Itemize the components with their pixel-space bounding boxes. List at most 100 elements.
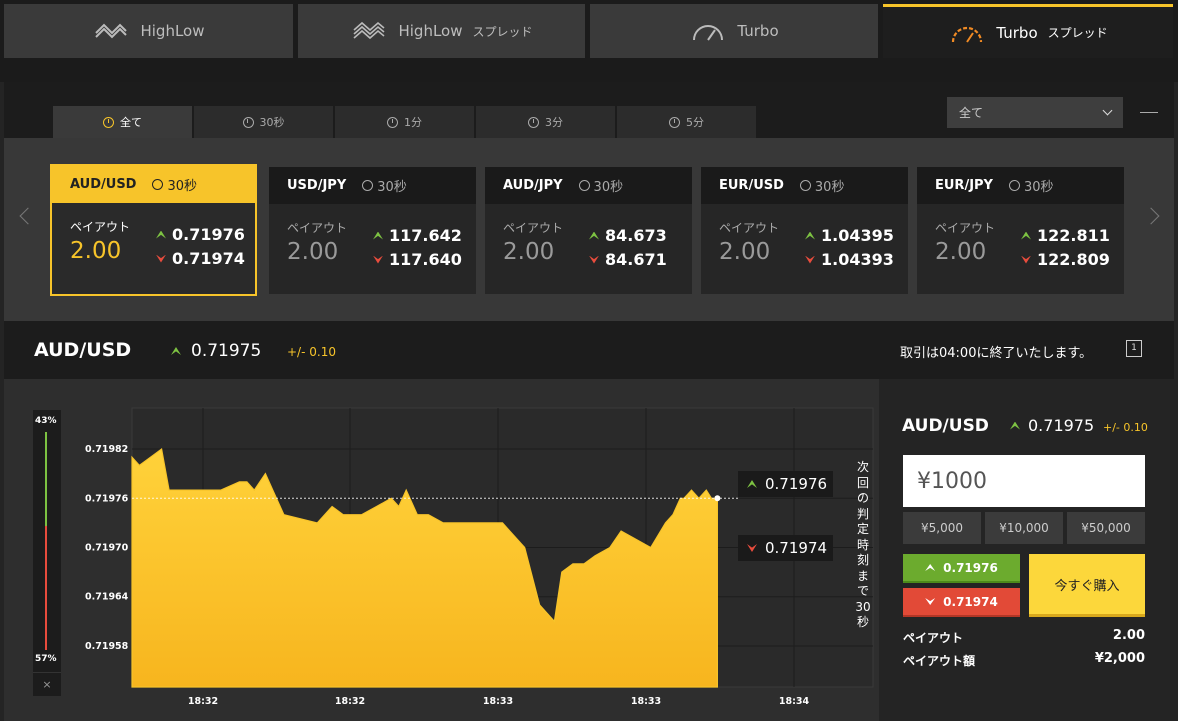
clock-icon <box>799 180 811 191</box>
x-tick-label: 18:32 <box>335 696 365 707</box>
card-duration-label: 30秒 <box>167 179 198 194</box>
next-judgement-countdown: 次回の判定時刻まで30秒 <box>855 460 871 629</box>
card-low-rate: 84.671 <box>589 250 667 269</box>
quick-amount-50000[interactable]: ¥50,000 <box>1067 512 1145 544</box>
clock-icon <box>578 180 590 191</box>
x-tick-label: 18:32 <box>188 696 218 707</box>
tab-label: HighLow <box>140 22 205 40</box>
investment-amount-input[interactable] <box>903 455 1145 507</box>
card-payout-label: ペイアウト <box>503 221 564 235</box>
down-arrow-icon <box>805 255 815 264</box>
clock-icon <box>152 179 164 190</box>
up-arrow-icon <box>805 231 815 240</box>
card-pair: EUR/USD <box>719 178 784 193</box>
card-header: EUR/JPY 30秒 <box>917 167 1124 204</box>
up-arrow-icon <box>373 231 383 240</box>
high-button-label: 0.71976 <box>943 560 998 575</box>
product-tabs: HighLow HighLow スプレッド Turbo Turbo スプレッド <box>0 0 1178 62</box>
tab-turbo-spread[interactable]: Turbo スプレッド <box>883 4 1173 58</box>
card-duration: 30秒 <box>578 176 623 195</box>
down-arrow-icon <box>156 254 166 263</box>
card-duration: 30秒 <box>152 175 197 194</box>
low-button[interactable]: 0.71974 <box>903 588 1020 617</box>
highlow-icon <box>95 23 128 39</box>
chart-low-label: 0.71974 <box>738 535 833 561</box>
duration-tab-label: 全て <box>120 116 142 129</box>
low-button-label: 0.71974 <box>943 594 998 609</box>
card-duration: 30秒 <box>1008 176 1054 195</box>
card-duration: 30秒 <box>362 176 407 195</box>
card-header: AUD/JPY 30秒 <box>485 167 692 204</box>
tab-label: Turbo <box>996 23 1038 42</box>
card-low-value: 84.671 <box>605 250 667 269</box>
collapse-icon[interactable] <box>1140 112 1158 113</box>
card-payout-value: 2.00 <box>287 239 339 265</box>
duration-tab-label: 30秒 <box>259 116 285 129</box>
trade-spread: +/- 0.10 <box>1103 421 1148 434</box>
close-icon[interactable]: × <box>33 672 61 696</box>
asset-card-audusd[interactable]: AUD/USD 30秒 ペイアウト 2.00 0.71976 0.71974 <box>50 164 257 296</box>
trade-close-message: 取引は04:00に終了いたします。 <box>900 346 1093 361</box>
trader-sentiment: 43% 57% × <box>33 410 61 696</box>
asset-card-eurjpy[interactable]: EUR/JPY 30秒 ペイアウト 2.00 122.811 122.809 <box>917 167 1124 294</box>
down-arrow-icon <box>373 255 383 264</box>
duration-tab-label: 5分 <box>686 116 704 129</box>
tab-suffix: スプレッド <box>1047 26 1108 40</box>
card-high-rate: 1.04395 <box>805 226 894 245</box>
sentiment-low-bar <box>45 526 47 650</box>
quick-amount-10000[interactable]: ¥10,000 <box>985 512 1063 544</box>
card-low-value: 117.640 <box>389 250 462 269</box>
asset-card-audjpy[interactable]: AUD/JPY 30秒 ペイアウト 2.00 84.673 84.671 <box>485 167 692 294</box>
sentiment-low-pct: 57% <box>35 654 57 664</box>
one-click-icon[interactable]: 1 <box>1126 340 1142 357</box>
asset-card-usdjpy[interactable]: USD/JPY 30秒 ペイアウト 2.00 117.642 117.640 <box>269 167 476 294</box>
up-arrow-icon <box>1010 421 1020 430</box>
clock-icon <box>528 116 539 128</box>
card-duration: 30秒 <box>799 176 845 195</box>
sentiment-high-pct: 43% <box>35 416 57 426</box>
tab-duration-1m[interactable]: 1分 <box>335 106 474 138</box>
high-button[interactable]: 0.71976 <box>903 554 1020 583</box>
asset-spread: +/- 0.10 <box>287 345 336 359</box>
tab-suffix: スプレッド <box>472 24 533 39</box>
tab-turbo[interactable]: Turbo <box>590 4 878 58</box>
card-payout-value: 2.00 <box>70 238 122 264</box>
tab-duration-5m[interactable]: 5分 <box>617 106 756 138</box>
card-high-rate: 0.71976 <box>156 225 245 244</box>
card-duration-label: 30秒 <box>1023 180 1054 195</box>
card-header: AUD/USD 30秒 <box>52 166 255 203</box>
tab-label: HighLow <box>398 22 463 40</box>
card-payout-value: 2.00 <box>935 239 987 265</box>
up-arrow-icon <box>589 231 599 240</box>
tab-duration-all[interactable]: 全て <box>53 106 192 138</box>
up-arrow-icon <box>171 347 181 355</box>
quick-amount-5000[interactable]: ¥5,000 <box>903 512 981 544</box>
chart-low-value: 0.71974 <box>765 539 828 557</box>
card-high-value: 117.642 <box>389 226 462 245</box>
card-pair: AUD/USD <box>70 177 137 192</box>
asset-filter-select[interactable]: 全て <box>947 97 1123 128</box>
y-tick-label: 0.71958 <box>85 641 129 652</box>
card-payout-value: 2.00 <box>719 239 771 265</box>
asset-rate: 0.71975 <box>171 341 261 361</box>
card-duration-label: 30秒 <box>377 180 407 195</box>
card-duration-label: 30秒 <box>814 180 845 195</box>
buy-now-button[interactable]: 今すぐ購入 <box>1029 554 1145 617</box>
card-payout-label: ペイアウト <box>719 221 780 235</box>
asset-card-eurusd[interactable]: EUR/USD 30秒 ペイアウト 2.00 1.04395 1.04393 <box>701 167 908 294</box>
chart-high-label: 0.71976 <box>738 471 833 497</box>
tab-duration-3m[interactable]: 3分 <box>476 106 615 138</box>
up-arrow-icon <box>747 480 757 488</box>
y-tick-label: 0.71982 <box>85 444 128 455</box>
card-high-rate: 122.811 <box>1021 226 1110 245</box>
down-arrow-icon <box>925 598 936 605</box>
card-pair: USD/JPY <box>287 178 347 193</box>
tab-highlow[interactable]: HighLow <box>4 4 293 58</box>
tab-duration-30s[interactable]: 30秒 <box>194 106 333 138</box>
card-payout-label: ペイアウト <box>287 221 348 235</box>
up-arrow-icon <box>1021 231 1031 240</box>
tab-highlow-spread[interactable]: HighLow スプレッド <box>298 4 585 58</box>
down-arrow-icon <box>747 544 757 552</box>
clock-icon <box>1008 180 1020 191</box>
card-high-value: 84.673 <box>605 226 667 245</box>
